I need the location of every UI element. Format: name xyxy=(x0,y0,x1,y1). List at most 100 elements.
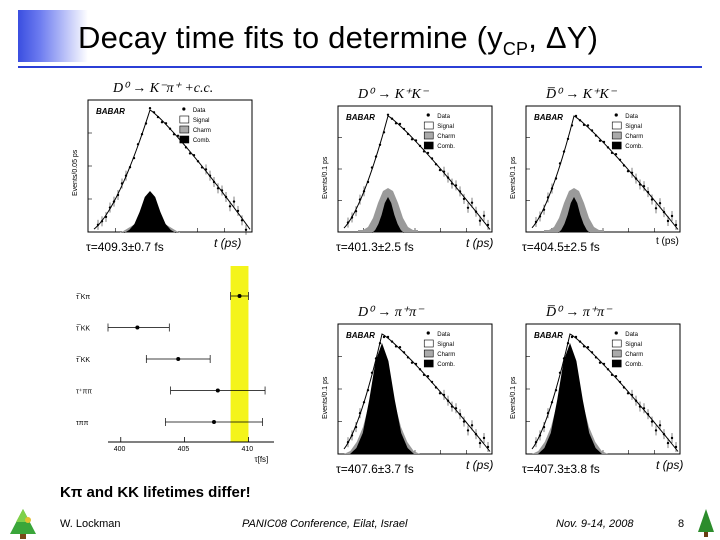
data-point xyxy=(370,371,374,374)
data-point xyxy=(394,345,398,348)
plot-kk-decay-time: D⁰ → K⁺K⁻ Events/0.1 ps BABAR Data Signal Cha… xyxy=(322,87,493,233)
data-point xyxy=(582,123,586,127)
babar-label: BABAR xyxy=(96,107,125,116)
lifetime-pipibar: τ=407.3±3.8 fs xyxy=(522,462,600,476)
combinatorial-background-region xyxy=(558,197,590,233)
data-point xyxy=(598,139,602,142)
data-point xyxy=(610,373,614,377)
legend-swatch-comb xyxy=(611,359,622,368)
data-point xyxy=(550,401,554,404)
data-point xyxy=(422,150,426,153)
y-axis-label: Events/0.05 ps xyxy=(72,149,79,196)
data-point xyxy=(422,373,426,377)
data-point xyxy=(558,162,562,165)
data-point xyxy=(192,154,196,157)
combinatorial-background-region xyxy=(350,343,414,454)
lifetime-kkbar: τ=404.5±2.5 fs xyxy=(522,240,600,254)
data-point xyxy=(398,122,402,126)
data-point xyxy=(390,117,394,120)
data-point xyxy=(598,361,602,364)
data-point xyxy=(144,122,148,125)
decay-label: D̅⁰ → π⁺π⁻ xyxy=(545,305,613,320)
data-point xyxy=(566,137,570,141)
plot-frame xyxy=(525,105,681,233)
data-point xyxy=(160,121,164,124)
data-point xyxy=(168,127,172,130)
legend-swatch-charm xyxy=(611,131,622,140)
data-point xyxy=(410,361,414,364)
y-axis-label: Events/0.1 ps xyxy=(510,376,517,419)
data-point xyxy=(132,156,136,160)
legend-swatch-signal xyxy=(179,115,190,124)
data-point xyxy=(184,146,188,149)
data-point xyxy=(426,151,430,155)
data-point xyxy=(574,114,578,118)
babar-label: BABAR xyxy=(534,331,563,340)
combinatorial-background-region xyxy=(538,343,602,454)
footer-author: W. Lockman xyxy=(60,518,121,530)
legend-label: Signal xyxy=(193,118,210,124)
data-point xyxy=(378,342,382,345)
legend-label: Comb. xyxy=(437,144,455,150)
data-point xyxy=(188,152,192,155)
average-lifetime-band xyxy=(230,266,249,442)
data-point xyxy=(570,124,574,127)
data-point xyxy=(594,134,598,137)
data-point xyxy=(164,122,168,125)
data-point xyxy=(200,166,204,169)
legend-label: Comb. xyxy=(193,138,211,144)
legend-swatch-data xyxy=(614,113,618,117)
legend-label: Charm xyxy=(437,134,455,140)
lifetime-point xyxy=(176,357,181,361)
x-tick-label: 410 xyxy=(241,446,253,453)
data-point xyxy=(418,144,422,148)
data-point xyxy=(414,362,418,366)
legend-label: Signal xyxy=(625,342,642,348)
legend-label: Data xyxy=(193,108,206,114)
slide-title: Decay time fits to determine (yCP, ΔY) xyxy=(18,10,702,62)
lifetime-point xyxy=(211,420,216,424)
legend-label: Charm xyxy=(437,352,455,358)
xlabel-pipibar: t (ps) xyxy=(656,458,684,472)
data-point xyxy=(402,351,406,354)
decay-label: D⁰ → K⁺K⁻ xyxy=(357,87,430,102)
data-point xyxy=(562,357,566,360)
data-point xyxy=(382,131,386,134)
x-tick-label: 400 xyxy=(114,446,126,453)
data-point xyxy=(602,140,606,144)
data-point xyxy=(378,143,382,146)
data-point xyxy=(152,111,156,114)
babar-label: BABAR xyxy=(346,331,375,340)
data-point xyxy=(586,346,590,349)
legend-label: Signal xyxy=(625,124,642,130)
data-point xyxy=(386,113,390,116)
legend-swatch-signal xyxy=(611,339,622,348)
legend-label: Comb. xyxy=(625,362,643,368)
babar-label: BABAR xyxy=(534,113,563,122)
legend-swatch-signal xyxy=(423,339,434,348)
data-point xyxy=(434,386,438,389)
fit-curve xyxy=(531,115,679,230)
data-point xyxy=(180,140,184,143)
legend-swatch-data xyxy=(614,331,618,335)
data-point xyxy=(614,375,618,378)
lifetime-pipi: τ=407.6±3.7 fs xyxy=(336,462,414,476)
data-point xyxy=(370,166,374,169)
data-point xyxy=(606,368,610,371)
data-point xyxy=(554,177,558,180)
y-axis-label: Events/0.1 ps xyxy=(510,156,517,199)
lifetime-kk: τ=401.3±2.5 fs xyxy=(336,240,414,254)
decay-label: D⁰ → K⁻π⁺ +c.c. xyxy=(112,81,213,96)
data-point xyxy=(398,346,402,349)
decay-label: D⁰ → π⁺π⁻ xyxy=(357,305,425,320)
legend-label: Data xyxy=(625,114,638,120)
data-point xyxy=(614,153,618,156)
data-point xyxy=(374,357,378,360)
xlabel-kkbar: t (ps) xyxy=(656,236,679,247)
legend-swatch-signal xyxy=(423,121,434,130)
data-point xyxy=(128,166,132,169)
data-point xyxy=(414,139,418,142)
legend-swatch-data xyxy=(182,107,186,111)
legend-swatch-charm xyxy=(611,349,622,358)
footer-page-number: 8 xyxy=(678,518,685,530)
